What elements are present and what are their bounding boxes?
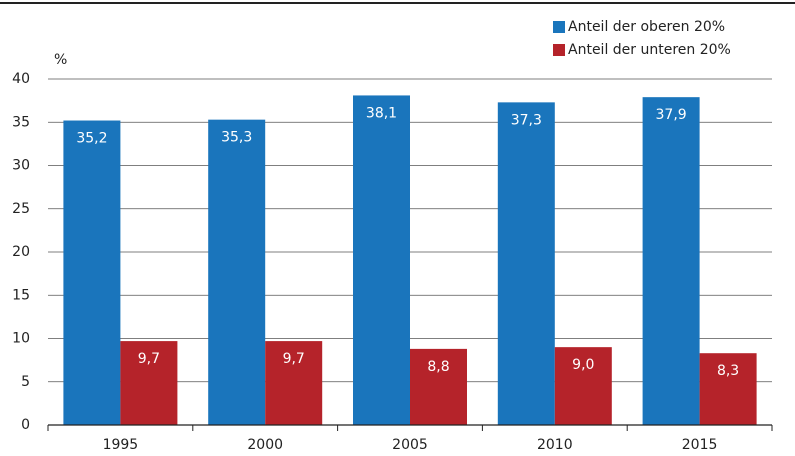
bar — [642, 97, 700, 425]
bar — [353, 95, 410, 425]
y-tick-label: 25 — [12, 201, 30, 217]
y-tick-label: 40 — [12, 71, 30, 87]
legend-label: Anteil der oberen 20% — [568, 19, 725, 35]
bar — [554, 347, 612, 425]
x-tick-label: 1995 — [103, 437, 139, 453]
x-tick-label: 2000 — [247, 437, 283, 453]
value-label: 9,7 — [138, 351, 160, 367]
bar — [497, 102, 555, 425]
x-tick-label: 2015 — [682, 437, 718, 453]
bar — [63, 120, 121, 426]
x-tick-label: 2010 — [537, 437, 573, 453]
y-tick-label: 35 — [12, 114, 30, 130]
value-label: 37,9 — [656, 107, 687, 123]
y-tick-label: 5 — [21, 374, 30, 390]
value-label: 8,8 — [427, 359, 449, 375]
value-label: 35,2 — [76, 131, 107, 147]
legend-swatch — [553, 21, 565, 33]
y-tick-label: 0 — [21, 417, 30, 433]
legend-swatch — [553, 44, 565, 56]
y-axis-label: % — [54, 52, 67, 68]
bar — [120, 341, 178, 425]
y-tick-label: 30 — [12, 158, 30, 174]
bar — [699, 353, 757, 425]
y-tick-label: 15 — [12, 287, 30, 303]
value-label: 9,7 — [283, 351, 305, 367]
y-tick-label: 10 — [12, 331, 30, 347]
x-tick-label: 2005 — [392, 437, 428, 453]
value-label: 35,3 — [221, 130, 252, 146]
value-label: 9,0 — [572, 357, 594, 373]
bar — [265, 341, 323, 425]
value-label: 37,3 — [511, 112, 542, 128]
value-label: 8,3 — [717, 363, 739, 379]
bar — [410, 348, 467, 425]
y-tick-label: 20 — [12, 244, 30, 260]
value-label: 38,1 — [366, 105, 397, 121]
bar — [208, 119, 266, 425]
legend-label: Anteil der unteren 20% — [568, 42, 731, 58]
